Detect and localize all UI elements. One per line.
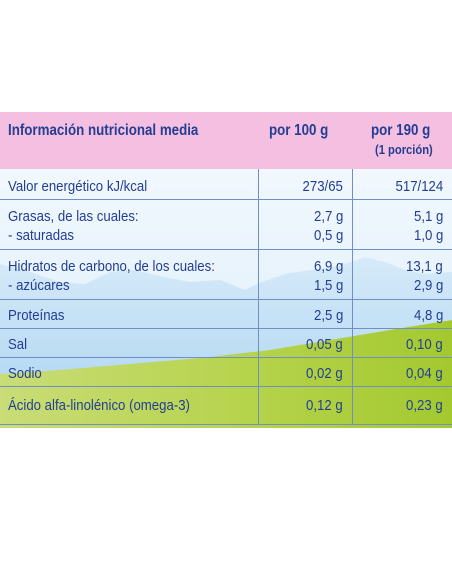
nutrition-table: Información nutricional media por 100 g …	[0, 112, 452, 428]
row-divider	[0, 357, 452, 358]
value-per-portion: 1,0 g	[413, 227, 443, 244]
column-divider	[352, 169, 353, 425]
value-per-portion: 0,23 g	[406, 397, 443, 414]
value-per-portion: 0,10 g	[406, 336, 443, 353]
value-per-100g: 0,02 g	[306, 365, 343, 382]
nutrient-name: - azúcares	[8, 277, 70, 294]
value-per-100g: 1,5 g	[313, 277, 343, 294]
value-per-100g: 2,7 g	[313, 208, 343, 225]
value-per-100g: 2,5 g	[313, 307, 343, 324]
header-col-per-100g: por 100 g	[269, 122, 329, 139]
header-col-per-portion: por 190 g	[371, 122, 431, 139]
row-divider	[0, 424, 452, 425]
value-per-100g: 0,05 g	[306, 336, 343, 353]
column-divider	[258, 169, 259, 425]
value-per-portion: 4,8 g	[413, 307, 443, 324]
nutrient-name: - saturadas	[8, 227, 75, 244]
value-per-100g: 0,5 g	[313, 227, 343, 244]
row-divider	[0, 249, 452, 250]
nutrient-name: Hidratos de carbono, de los cuales:	[8, 258, 215, 275]
value-per-portion: 13,1 g	[406, 258, 443, 275]
value-per-portion: 5,1 g	[413, 208, 443, 225]
value-per-100g: 6,9 g	[313, 258, 343, 275]
value-per-portion: 2,9 g	[413, 277, 443, 294]
nutrient-name: Grasas, de las cuales:	[8, 208, 139, 225]
row-divider	[0, 199, 452, 200]
value-per-portion: 0,04 g	[406, 365, 443, 382]
table-header: Información nutricional media por 100 g …	[0, 112, 452, 169]
header-title: Información nutricional media	[8, 122, 199, 139]
value-per-portion: 517/124	[395, 178, 443, 195]
value-per-100g: 0,12 g	[306, 397, 343, 414]
value-per-100g: 273/65	[302, 178, 343, 195]
nutrient-name: Valor energético kJ/kcal	[8, 178, 148, 195]
nutrient-name: Proteínas	[8, 307, 65, 324]
landscape-background	[0, 112, 452, 428]
nutrient-name: Ácido alfa-linolénico (omega-3)	[8, 397, 190, 414]
header-col-portion-note: (1 porción)	[375, 142, 433, 157]
nutrient-name: Sodio	[8, 365, 42, 382]
nutrient-name: Sal	[8, 336, 28, 353]
row-divider	[0, 299, 452, 300]
row-divider	[0, 328, 452, 329]
row-divider	[0, 386, 452, 387]
